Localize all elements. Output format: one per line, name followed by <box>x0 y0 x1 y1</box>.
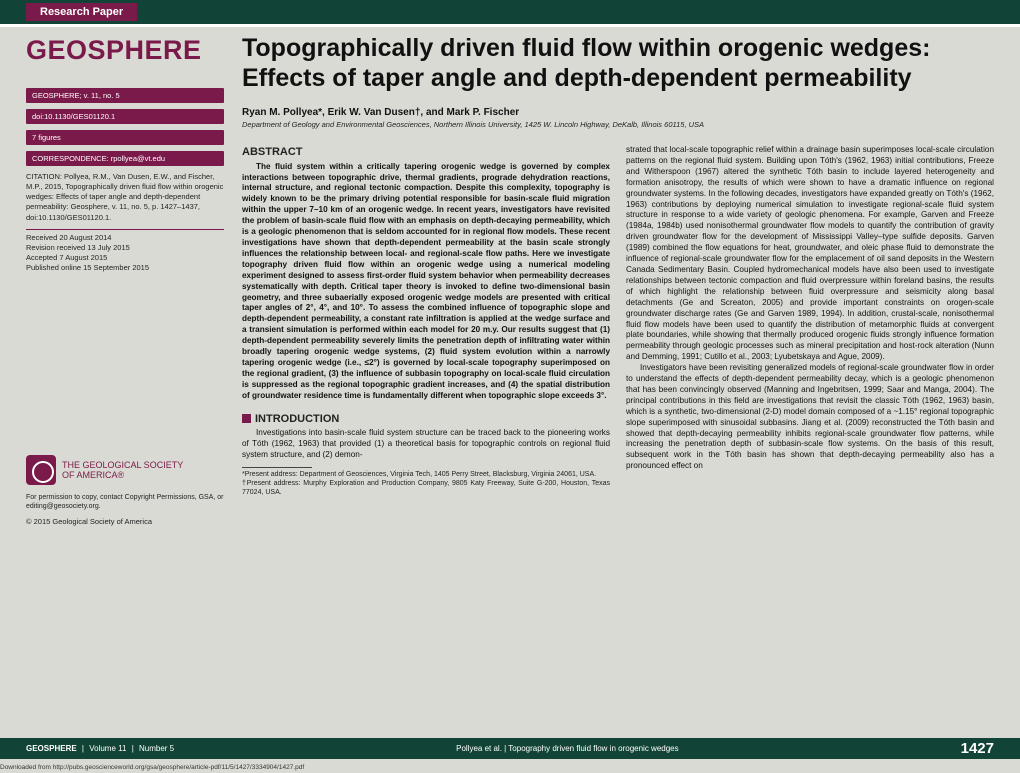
authors: Ryan M. Pollyea*, Erik W. Van Dusen†, an… <box>242 107 994 118</box>
dates-block: Received 20 August 2014 Revision receive… <box>26 229 224 274</box>
date-accepted: Accepted 7 August 2015 <box>26 253 224 263</box>
header-bar: Research Paper <box>0 0 1020 24</box>
paper-title: Topographically driven fluid flow within… <box>242 33 994 93</box>
main-column: Topographically driven fluid flow within… <box>242 33 994 526</box>
footnote-1: *Present address: Department of Geoscien… <box>242 470 610 479</box>
date-revision: Revision received 13 July 2015 <box>26 243 224 253</box>
sidebar: GEOSPHERE GEOSPHERE; v. 11, no. 5 doi:10… <box>26 33 224 526</box>
page-number: 1427 <box>961 740 994 757</box>
footer-journal: GEOSPHERE <box>26 744 77 753</box>
footer-left: GEOSPHERE | Volume 11 | Number 5 <box>26 744 174 753</box>
footer-bar: GEOSPHERE | Volume 11 | Number 5 Pollyea… <box>0 738 1020 759</box>
footer-sep2: | <box>132 744 134 753</box>
col2-p2: Investigators have been revisiting gener… <box>626 363 994 472</box>
footer-num: Number 5 <box>139 744 174 753</box>
abstract-heading: ABSTRACT <box>242 145 610 160</box>
gsa-logo: THE GEOLOGICAL SOCIETY OF AMERICA® <box>26 455 224 485</box>
journal-name: GEOSPHERE <box>26 35 224 66</box>
affiliation: Department of Geology and Environmental … <box>242 120 994 129</box>
permission-text: For permission to copy, contact Copyrigh… <box>26 493 224 511</box>
doi-box: doi:10.1130/GES01120.1 <box>26 109 224 124</box>
gsa-line1: THE GEOLOGICAL SOCIETY <box>62 460 183 470</box>
col2-continue: strated that local-scale topographic rel… <box>626 145 994 363</box>
page-content: GEOSPHERE GEOSPHERE; v. 11, no. 5 doi:10… <box>0 27 1020 526</box>
gsa-text: THE GEOLOGICAL SOCIETY OF AMERICA® <box>62 460 183 481</box>
footer-sep: | <box>82 744 84 753</box>
correspondence-box: CORRESPONDENCE: rpollyea@vt.edu <box>26 151 224 166</box>
date-received: Received 20 August 2014 <box>26 233 224 243</box>
body-col-right: strated that local-scale topographic rel… <box>626 145 994 497</box>
intro-p1: Investigations into basin-scale fluid sy… <box>242 428 610 461</box>
volume-box: GEOSPHERE; v. 11, no. 5 <box>26 88 224 103</box>
gsa-icon <box>26 455 56 485</box>
abstract-body: The fluid system within a critically tap… <box>242 162 610 402</box>
body-columns: ABSTRACT The fluid system within a criti… <box>242 145 994 497</box>
footer-running: Pollyea et al. | Topography driven fluid… <box>174 744 961 753</box>
intro-heading: INTRODUCTION <box>242 412 610 427</box>
gsa-line2: OF AMERICA® <box>62 470 183 480</box>
footer-vol: Volume 11 <box>89 744 126 753</box>
body-col-left: ABSTRACT The fluid system within a criti… <box>242 145 610 497</box>
figures-box: 7 figures <box>26 130 224 145</box>
date-published: Published online 15 September 2015 <box>26 263 224 273</box>
citation-text: CITATION: Pollyea, R.M., Van Dusen, E.W.… <box>26 172 224 223</box>
download-note: Downloaded from http://pubs.geosciencewo… <box>0 764 304 771</box>
copyright-text: © 2015 Geological Society of America <box>26 517 224 526</box>
footnote-2: †Present address: Murphy Exploration and… <box>242 479 610 497</box>
footnote-rule <box>242 467 312 468</box>
research-paper-badge: Research Paper <box>26 3 137 21</box>
